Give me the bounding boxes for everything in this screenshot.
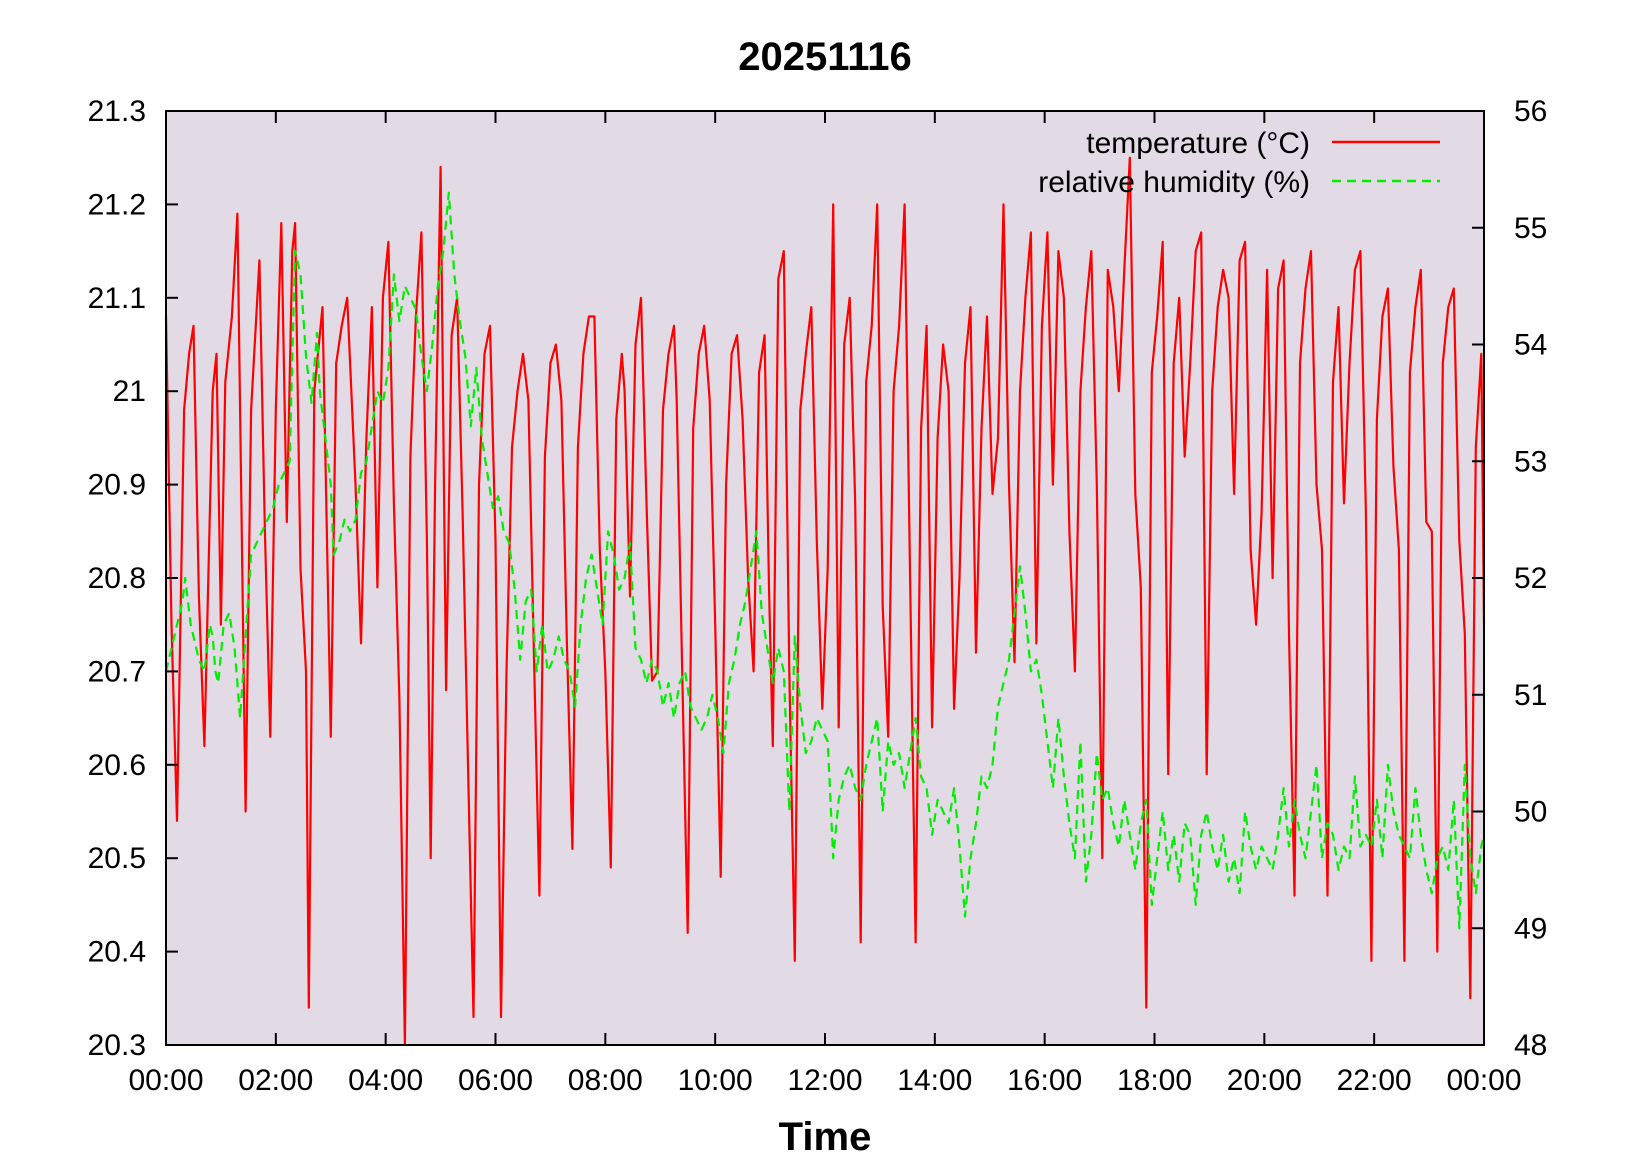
y-tick-label: 20.3 — [88, 1029, 146, 1062]
y2-tick-label: 49 — [1514, 912, 1547, 945]
y2-tick-label: 52 — [1514, 562, 1547, 595]
x-tick-label: 12:00 — [787, 1064, 862, 1097]
y-tick-label: 20.9 — [88, 469, 146, 502]
y2-tick-label: 55 — [1514, 212, 1547, 245]
x-tick-label: 06:00 — [458, 1064, 533, 1097]
y-tick-label: 21.1 — [88, 282, 146, 315]
x-tick-label: 08:00 — [568, 1064, 643, 1097]
x-tick-label: 02:00 — [238, 1064, 313, 1097]
series-line-humidity — [164, 191, 1486, 930]
x-tick-label: 16:00 — [1007, 1064, 1082, 1097]
y2-tick-label: 53 — [1514, 445, 1547, 478]
legend-label-temperature: temperature (°C) — [1086, 127, 1310, 160]
x-tick-label: 00:00 — [1446, 1064, 1521, 1097]
x-tick-label: 04:00 — [348, 1064, 423, 1097]
chart-title: 20251116 — [738, 35, 912, 79]
y2-tick-label: 54 — [1514, 329, 1547, 362]
y-tick-label: 20.4 — [88, 936, 146, 969]
series-layer — [164, 156, 1486, 1047]
y2-tick-label: 56 — [1514, 95, 1547, 128]
y2-tick-label: 51 — [1514, 679, 1547, 712]
y-tick-label: 21.2 — [88, 188, 146, 221]
x-tick-label: 00:00 — [128, 1064, 203, 1097]
y2-tick-label: 48 — [1514, 1029, 1547, 1062]
y-tick-label: 21.3 — [88, 95, 146, 128]
x-tick-label: 20:00 — [1227, 1064, 1302, 1097]
series-line-temperature — [164, 156, 1486, 1047]
ticks-layer: 00:00 02:00 04:00 06:00 08:00 10:00 12:00 14:00… — [88, 95, 1548, 1097]
y-tick-label: 21 — [113, 375, 146, 408]
y-tick-label: 20.8 — [88, 562, 146, 595]
x-axis-title: Time — [779, 1115, 872, 1155]
y2-tick-label: 50 — [1514, 796, 1547, 829]
legend: temperature (°C) relative humidity (%) — [1038, 127, 1440, 199]
x-tick-label: 22:00 — [1337, 1064, 1412, 1097]
x-tick-label: 10:00 — [678, 1064, 753, 1097]
y-tick-label: 20.6 — [88, 749, 146, 782]
x-tick-label: 14:00 — [897, 1064, 972, 1097]
x-tick-label: 18:00 — [1117, 1064, 1192, 1097]
legend-label-humidity: relative humidity (%) — [1038, 166, 1310, 199]
y-tick-label: 20.5 — [88, 842, 146, 875]
y-tick-label: 20.7 — [88, 655, 146, 688]
